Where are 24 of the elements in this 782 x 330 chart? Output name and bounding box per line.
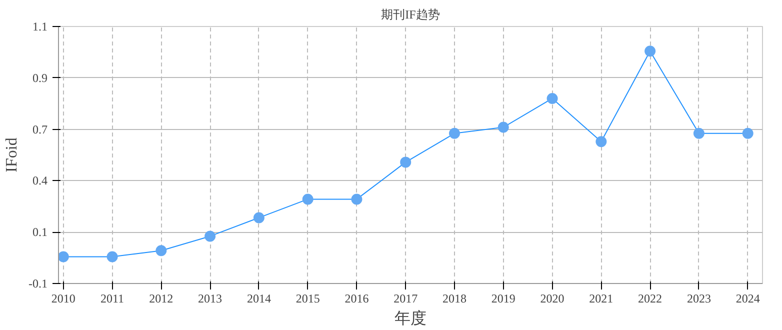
chart-title: 期刊IF趋势 [381, 8, 440, 22]
x-tick-label: 2010 [51, 292, 76, 306]
x-tick-label: 2016 [344, 292, 369, 306]
y-tick-label: 1.1 [32, 20, 48, 34]
x-tick-label: 2017 [394, 292, 418, 306]
x-tick-label: 2024 [736, 292, 760, 306]
y-tick-label: 0.7 [32, 122, 48, 136]
x-tick-label: 2012 [149, 292, 174, 306]
x-tick-label: 2015 [296, 292, 320, 306]
y-tick-label: -0.1 [28, 276, 48, 290]
x-tick-label: 2023 [686, 292, 711, 306]
y-tick-label: 0.9 [32, 70, 48, 85]
x-tick-label: 2013 [198, 292, 222, 306]
x-tick-label: 2011 [100, 292, 124, 306]
y-tick-label: 0.1 [32, 225, 48, 240]
x-tick-label: 2018 [442, 292, 466, 306]
x-axis-title: 年度 [394, 310, 426, 328]
x-tick-label: 2020 [540, 292, 564, 306]
y-tick-label: 0.4 [32, 174, 48, 188]
x-tick-label: 2019 [491, 292, 516, 306]
x-tick-label: 2014 [246, 292, 271, 306]
y-axis-title: IFoid [4, 138, 21, 172]
x-tick-label: 2022 [638, 292, 662, 306]
x-tick-label: 2021 [589, 292, 614, 306]
